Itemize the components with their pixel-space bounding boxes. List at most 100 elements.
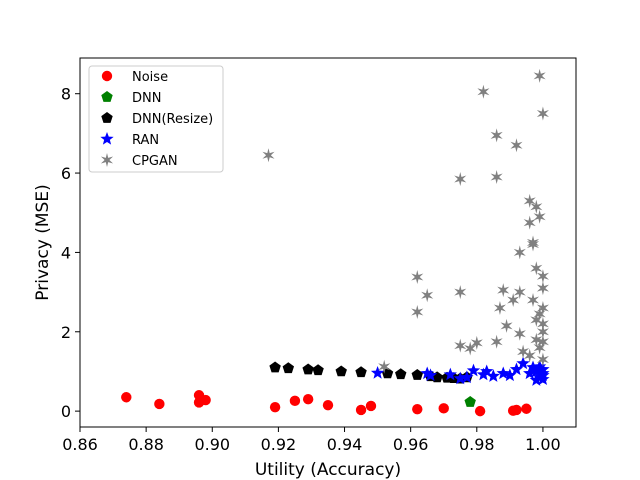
cpgan-point [464,341,477,356]
dnn-resize-point [335,365,347,377]
noise-point [355,404,367,416]
cpgan-point [530,332,543,347]
cpgan-point [421,288,434,303]
cpgan-point [523,215,536,230]
x-axis-ticks: 0.86 0.88 0.90 0.92 0.94 0.96 0.98 1.00 [62,427,561,454]
cpgan-point [513,245,526,260]
cpgan-point [536,300,549,315]
y-axis-label: Privacy (MSE) [33,184,53,300]
dnn-resize-point [312,364,324,376]
ran-point [420,366,434,380]
cpgan-point [523,193,536,208]
legend: Noise DNN DNN(Resize) RAN CPGAN [88,65,224,173]
dnn-resize-point [269,361,281,373]
ran-point [503,368,517,382]
cpgan-point [533,209,546,224]
series-ran [370,356,550,386]
ran-point [526,360,540,374]
cpgan-point [533,340,546,355]
cpgan-point [490,170,503,185]
cpgan-point [493,300,507,315]
legend-marker-cpgan [100,153,114,167]
cpgan-point [523,348,536,363]
noise-point [154,398,165,410]
y-tick-label: 8 [61,85,71,104]
legend-label-ran: RAN [132,133,159,148]
cpgan-point [513,326,526,341]
cpgan-point [500,318,513,333]
ran-point [480,364,494,378]
legend-label-noise: Noise [132,70,168,85]
cpgan-point [507,293,520,308]
dnn-resize-point [395,368,407,380]
noise-point [511,404,522,416]
cpgan-point [530,199,543,214]
cpgan-point [513,285,526,300]
noise-point [412,403,423,415]
ran-point [460,370,474,384]
x-tick-label: 0.96 [393,435,429,454]
ran-point [536,368,550,382]
legend-label-dnn: DNN [132,91,161,106]
x-tick-label: 0.88 [128,435,164,454]
cpgan-point [454,338,467,353]
y-tick-label: 6 [61,164,71,183]
cpgan-point [536,352,549,367]
ran-point [423,368,438,382]
cpgan-point [536,334,549,349]
noise-point [121,392,132,403]
legend-marker-ran [100,132,114,145]
legend-label-dnn-resize: DNN(Resize) [132,112,213,127]
x-tick-label: 1.00 [525,435,561,454]
cpgan-point [526,235,540,250]
noise-point [521,403,532,414]
cpgan-point [536,281,549,296]
legend-marker-noise [101,70,113,82]
noise-point [322,399,334,411]
noise-point [302,394,314,405]
ran-point [453,371,467,385]
legend-marker-dnn-resize [101,112,113,123]
cpgan-point [497,283,510,298]
cpgan-point [536,324,549,339]
series-cpgan [262,68,549,374]
cpgan-point [378,359,391,374]
x-tick-label: 0.90 [194,435,230,454]
cpgan-point [517,344,530,359]
series-noise [121,390,532,417]
x-tick-label: 0.94 [327,435,363,454]
cpgan-point [530,261,543,276]
ran-point [486,369,500,382]
ran-point [509,362,524,376]
cpgan-point [536,106,549,121]
x-tick-label: 0.92 [261,435,297,454]
ran-point [476,367,491,381]
y-tick-label: 2 [61,323,71,342]
cpgan-point [510,138,523,153]
dnn-resize-point [411,369,423,380]
noise-point [438,403,449,414]
cpgan-point [490,128,503,143]
legend-label-cpgan: CPGAN [132,154,178,169]
cpgan-point [533,306,546,321]
x-axis-label: Utility (Accuracy) [255,460,401,480]
ran-point [443,367,457,381]
cpgan-point [490,334,503,349]
ran-point [523,366,537,380]
dnn-resize-point [302,363,314,375]
cpgan-point [411,270,424,285]
ran-point [532,359,547,373]
series-dnn [464,396,476,407]
cpgan-point [454,285,467,300]
dnn-resize-point [355,366,367,378]
noise-point [200,394,211,406]
dnn-resize-point [282,362,295,374]
cpgan-point [536,269,549,284]
cpgan-point [477,84,490,99]
noise-point [289,395,301,407]
legend-frame [88,65,224,173]
noise-point [269,401,281,413]
noise-point [474,405,486,417]
y-tick-label: 0 [61,402,71,421]
y-tick-label: 4 [61,243,71,262]
